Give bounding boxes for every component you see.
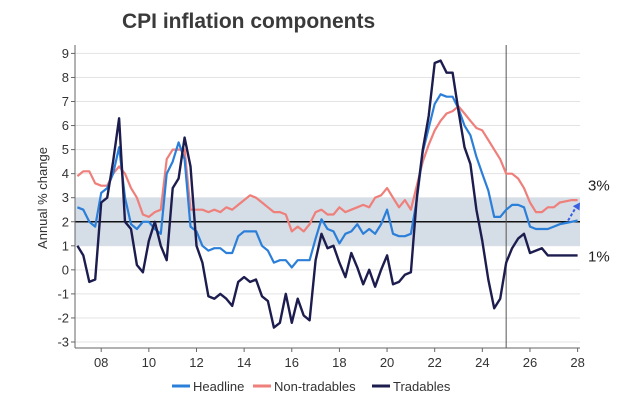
- x-tick-label: 20: [380, 355, 394, 370]
- y-tick-label: -1: [57, 286, 69, 301]
- y-tick-label: 1: [62, 238, 69, 253]
- legend-label-non-tradables: Non-tradables: [274, 379, 356, 394]
- x-tick-label: 12: [189, 355, 203, 370]
- x-tick-label: 22: [427, 355, 441, 370]
- y-tick-label: 3: [62, 190, 69, 205]
- y-tick-label: 5: [62, 142, 69, 157]
- legend-item-tradables[interactable]: Tradables: [372, 379, 451, 394]
- y-axis-ticks: -3 -2 -1 0 1 2 3 4 5 6 7 8 9: [57, 46, 75, 349]
- y-tick-label: 2: [62, 214, 69, 229]
- legend-item-non-tradables[interactable]: Non-tradables: [253, 379, 356, 394]
- x-tick-label: 16: [285, 355, 299, 370]
- y-tick-label: 0: [62, 262, 69, 277]
- y-tick-label: 9: [62, 46, 69, 61]
- y-tick-label: 8: [62, 70, 69, 85]
- legend: Headline Non-tradables Tradables: [172, 379, 451, 394]
- annotation-band-lower: 1%: [588, 249, 610, 266]
- series-line-tradables: [76, 59, 578, 329]
- y-tick-label: 6: [62, 118, 69, 133]
- x-tick-label: 18: [332, 355, 346, 370]
- series-layer: [76, 59, 578, 329]
- y-tick-label: -3: [57, 334, 69, 349]
- x-axis-ticks: 08 10 12 14 16 18 20 22 24 26 28: [94, 348, 585, 370]
- y-axis-label: Annual % change: [35, 147, 50, 249]
- chart-title: CPI inflation components: [122, 10, 375, 33]
- x-tick-label: 14: [237, 355, 251, 370]
- annotation-band-upper: 3%: [588, 178, 610, 195]
- legend-item-headline[interactable]: Headline: [172, 379, 244, 394]
- x-tick-label: 10: [142, 355, 156, 370]
- x-tick-label: 08: [94, 355, 108, 370]
- y-tick-label: -2: [57, 310, 69, 325]
- y-tick-label: 4: [62, 166, 69, 181]
- forecast-arrowhead: [572, 202, 580, 211]
- y-tick-label: 7: [62, 94, 69, 109]
- legend-label-tradables: Tradables: [393, 379, 451, 394]
- series-line-non-tradables: [76, 105, 578, 233]
- series-line-headline: [76, 93, 578, 269]
- x-tick-label: 28: [570, 355, 584, 370]
- x-tick-label: 24: [475, 355, 489, 370]
- x-tick-label: 26: [523, 355, 537, 370]
- legend-label-headline: Headline: [193, 379, 244, 394]
- forecast-arrow: [567, 205, 578, 222]
